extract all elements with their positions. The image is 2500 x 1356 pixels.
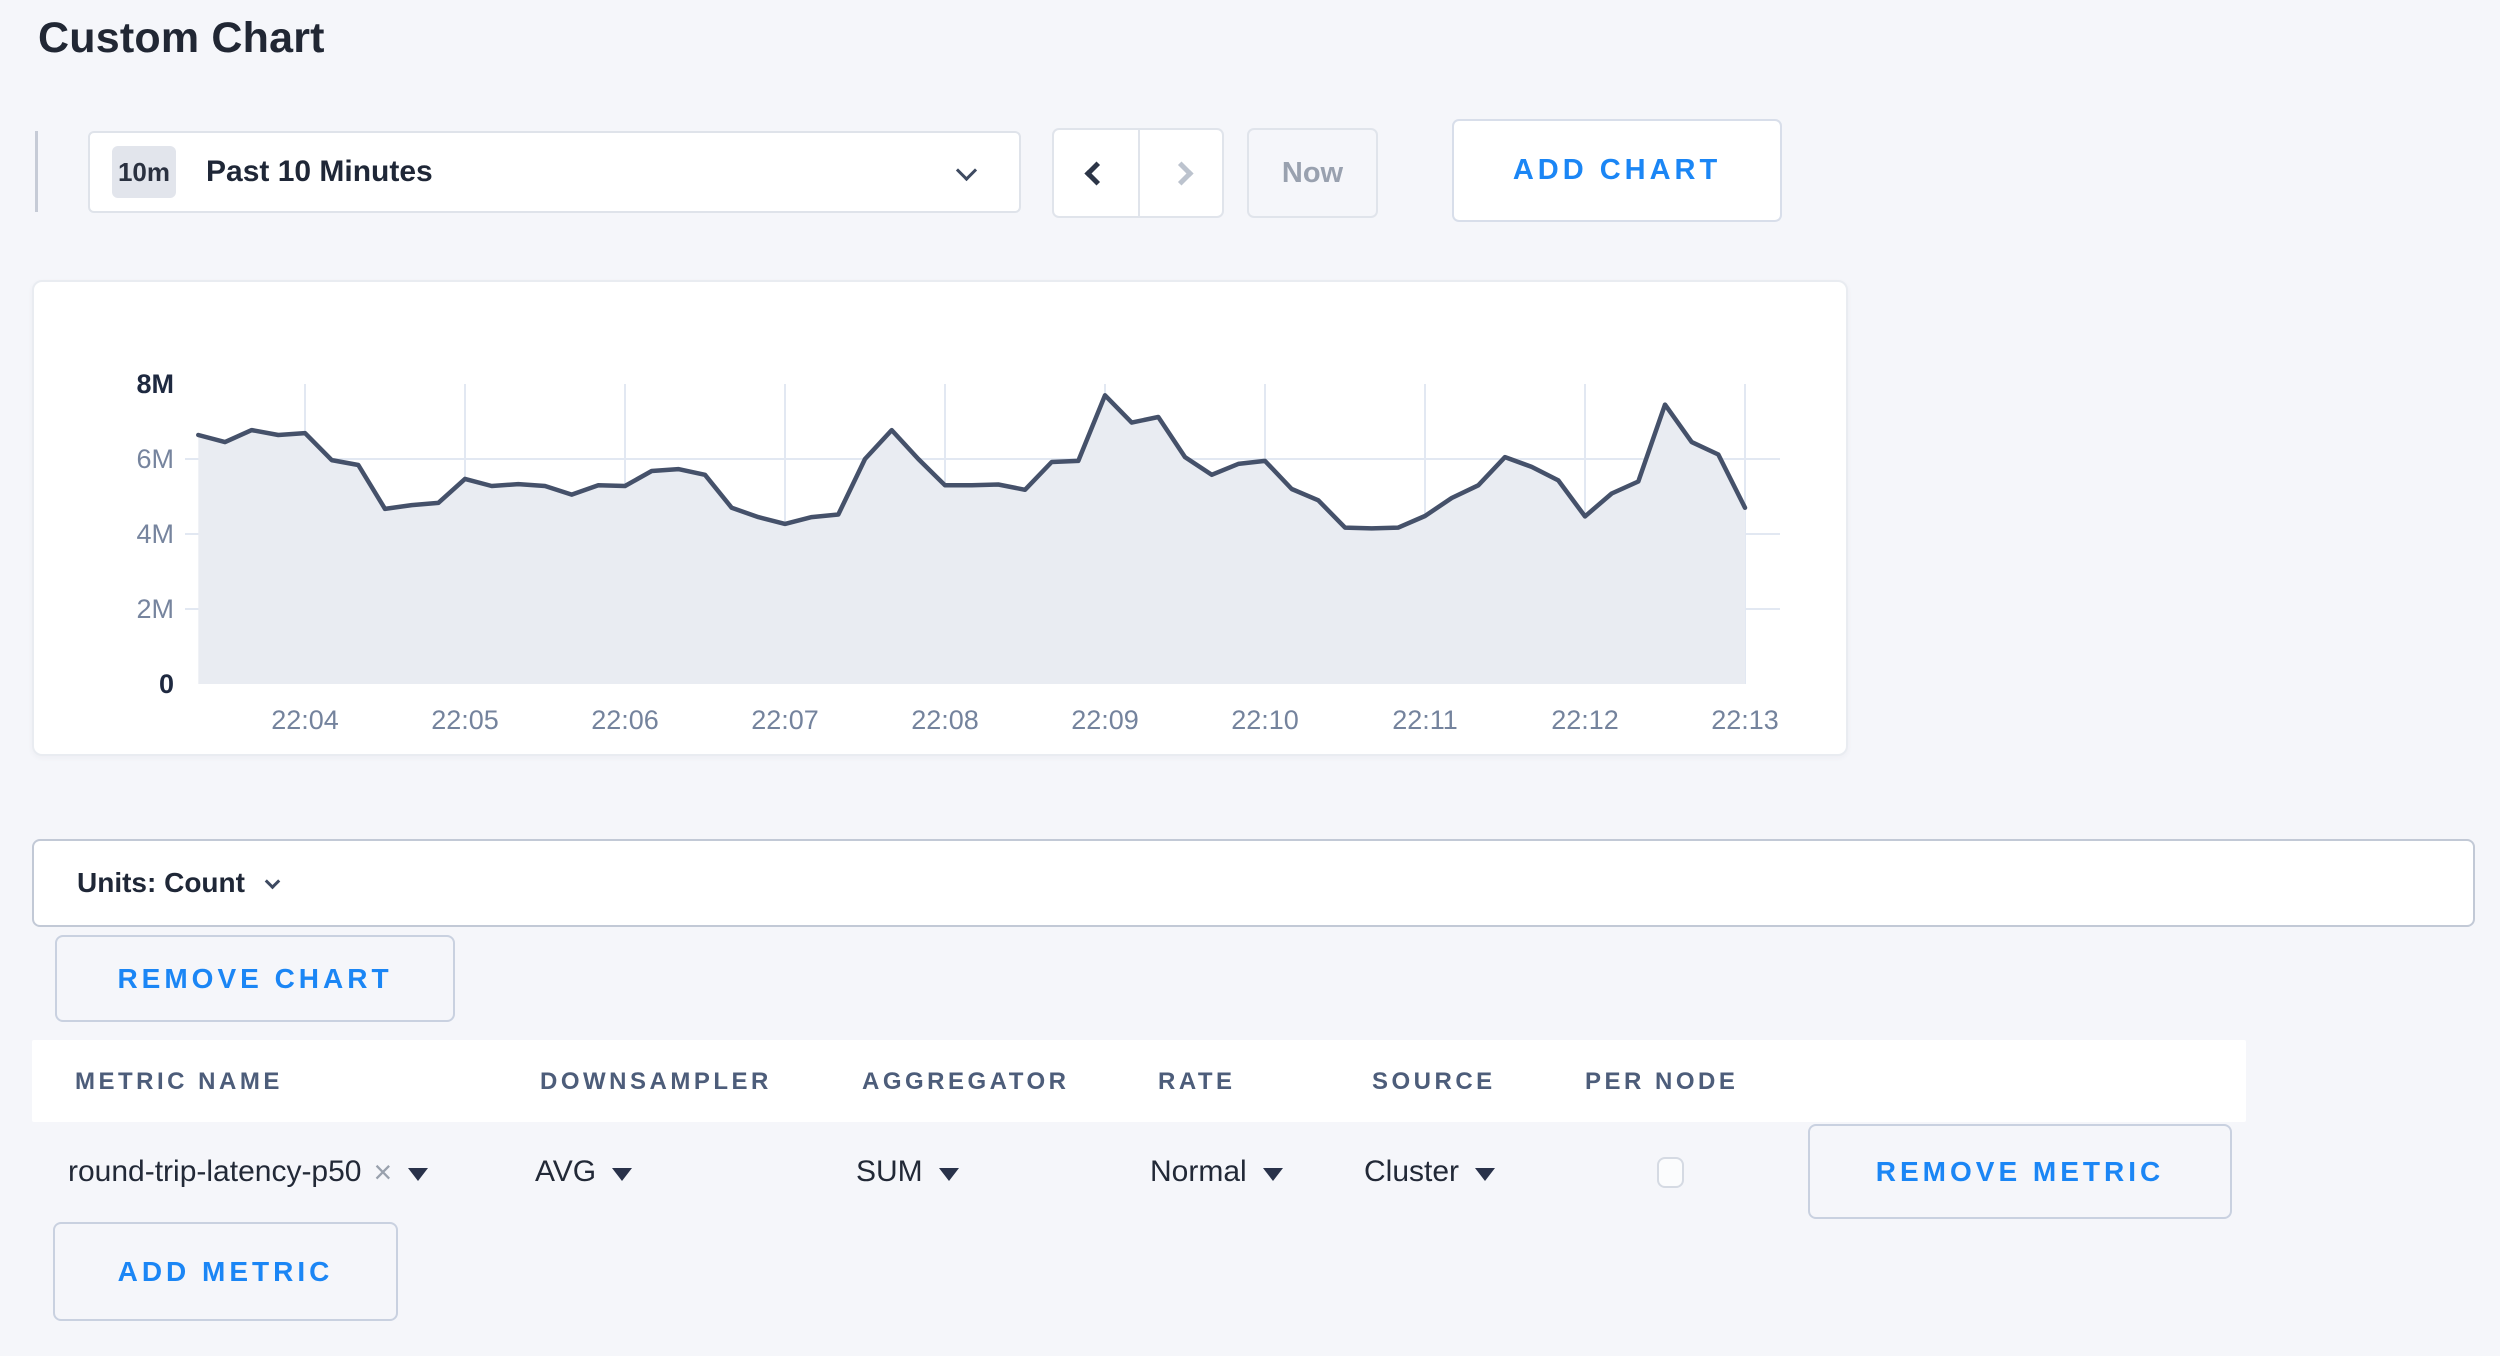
column-header-per-node: PER NODE xyxy=(1585,1068,1739,1095)
metrics-table-header: METRIC NAME DOWNSAMPLER AGGREGATOR RATE … xyxy=(32,1040,2246,1122)
rate-value: Normal xyxy=(1150,1155,1247,1188)
chevron-down-icon xyxy=(955,159,978,182)
chevron-left-icon xyxy=(1083,160,1109,186)
dropdown-arrow-icon xyxy=(938,1167,959,1181)
add-metric-button[interactable]: ADD METRIC xyxy=(53,1222,398,1321)
metric-table-row: round-trip-latency-p50 × AVG SUM Normal … xyxy=(32,1128,2246,1216)
svg-text:4M: 4M xyxy=(136,519,174,549)
time-range-select[interactable]: 10m Past 10 Minutes xyxy=(88,131,1021,213)
svg-text:22:09: 22:09 xyxy=(1071,705,1139,735)
chart-card: 0 2M 4M 6M 8M 22:04 22:05 22:06 22:07 22:08 22:09 2… xyxy=(32,280,1848,756)
svg-text:22:07: 22:07 xyxy=(751,705,819,735)
page-title: Custom Chart xyxy=(38,14,325,62)
prev-time-button[interactable] xyxy=(1054,130,1138,216)
downsampler-select[interactable]: AVG xyxy=(535,1128,633,1216)
aggregator-select[interactable]: SUM xyxy=(856,1128,959,1216)
next-time-button[interactable] xyxy=(1138,130,1222,216)
svg-text:2M: 2M xyxy=(136,594,174,624)
time-pager xyxy=(1052,128,1224,218)
clear-metric-icon[interactable]: × xyxy=(373,1153,393,1190)
svg-text:22:06: 22:06 xyxy=(591,705,659,735)
toolbar-accent-divider xyxy=(35,131,38,212)
chevron-down-icon xyxy=(264,873,281,889)
source-select[interactable]: Cluster xyxy=(1364,1128,1496,1216)
column-header-rate: RATE xyxy=(1158,1068,1236,1095)
column-header-aggregator: AGGREGATOR xyxy=(862,1068,1070,1095)
metric-name-select[interactable]: round-trip-latency-p50 × xyxy=(68,1128,429,1216)
now-button[interactable]: Now xyxy=(1247,128,1378,218)
chevron-right-icon xyxy=(1168,160,1194,186)
units-dropdown[interactable]: Units: Count xyxy=(32,839,2475,927)
add-chart-button[interactable]: ADD CHART xyxy=(1452,119,1782,222)
svg-text:22:04: 22:04 xyxy=(271,705,339,735)
aggregator-value: SUM xyxy=(856,1155,923,1188)
svg-text:22:11: 22:11 xyxy=(1392,705,1458,735)
remove-metric-button[interactable]: REMOVE METRIC xyxy=(1808,1124,2232,1219)
dropdown-arrow-icon xyxy=(1475,1167,1496,1181)
dropdown-arrow-icon xyxy=(612,1167,633,1181)
svg-text:6M: 6M xyxy=(136,444,174,474)
units-label: Units: Count xyxy=(77,867,245,898)
svg-text:22:08: 22:08 xyxy=(911,705,979,735)
svg-text:22:13: 22:13 xyxy=(1711,705,1779,735)
remove-chart-button[interactable]: REMOVE CHART xyxy=(55,935,455,1022)
source-value: Cluster xyxy=(1364,1155,1460,1188)
svg-text:8M: 8M xyxy=(136,369,174,399)
column-header-source: SOURCE xyxy=(1372,1068,1496,1095)
svg-text:0: 0 xyxy=(159,669,174,699)
column-header-downsampler: DOWNSAMPLER xyxy=(540,1068,772,1095)
rate-select[interactable]: Normal xyxy=(1150,1128,1283,1216)
metric-name-value: round-trip-latency-p50 xyxy=(68,1155,362,1188)
dropdown-arrow-icon xyxy=(1262,1167,1283,1181)
per-node-checkbox[interactable] xyxy=(1657,1157,1684,1188)
svg-text:22:12: 22:12 xyxy=(1551,705,1619,735)
timeseries-area-chart: 0 2M 4M 6M 8M 22:04 22:05 22:06 22:07 22:08 22:09 2… xyxy=(136,369,1780,735)
downsampler-value: AVG xyxy=(535,1155,597,1188)
time-range-badge: 10m xyxy=(112,146,176,198)
dropdown-arrow-icon xyxy=(408,1167,429,1181)
svg-text:22:10: 22:10 xyxy=(1231,705,1299,735)
time-range-label: Past 10 Minutes xyxy=(206,155,433,188)
column-header-metric-name: METRIC NAME xyxy=(75,1068,283,1095)
svg-text:22:05: 22:05 xyxy=(431,705,499,735)
